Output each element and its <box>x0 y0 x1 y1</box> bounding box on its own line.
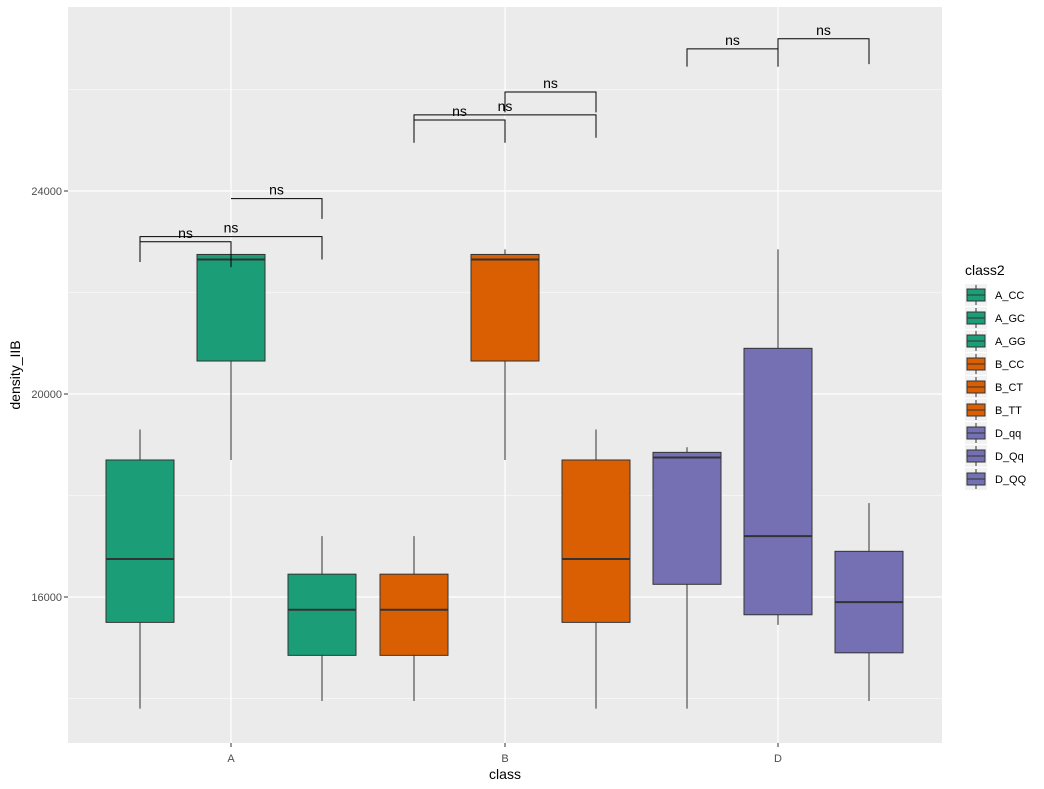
bracket-line <box>504 91 597 113</box>
box-D_qq <box>652 447 722 709</box>
significance-bracket: ns <box>777 22 870 67</box>
significance-bracket: ns <box>504 75 597 113</box>
legend-item: A_GC <box>965 307 1025 329</box>
legend-label: D_QQ <box>995 474 1027 486</box>
x-tick-label: D <box>774 753 782 765</box>
box-body <box>652 451 722 585</box>
legend-item: B_CT <box>965 376 1023 398</box>
legend-item: D_qq <box>965 422 1021 444</box>
legend-title: class2 <box>965 262 1005 278</box>
x-tick-label: A <box>227 753 235 765</box>
legend-label: B_CT <box>995 382 1023 394</box>
legend-label: D_Qq <box>995 451 1024 463</box>
significance-label: ns <box>816 22 831 38</box>
legend-label: B_TT <box>995 405 1022 417</box>
box-A_CC <box>105 429 175 709</box>
x-axis-title: class <box>489 766 521 782</box>
box-D_Qq <box>743 249 813 625</box>
significance-label: ns <box>269 182 284 198</box>
significance-bracket: ns <box>139 220 323 263</box>
bracket-line <box>139 236 323 263</box>
legend-label: B_CC <box>995 359 1024 371</box>
legend-item: A_CC <box>965 284 1024 306</box>
box-B_TT <box>561 429 631 709</box>
box-A_GG <box>287 536 357 702</box>
box-body <box>287 573 357 656</box>
box-B_CC <box>379 536 449 702</box>
legend: class2 A_CC A_GC A_GG B_CC B_CT B_TT D_qq D_Qq D_… <box>965 262 1027 490</box>
significance-label: ns <box>224 220 239 236</box>
legend-item: D_Qq <box>965 445 1024 467</box>
box-body <box>561 459 631 623</box>
significance-bracket: ns <box>231 182 323 219</box>
y-tick-label: 24000 <box>31 186 62 198</box>
legend-item: B_TT <box>965 399 1022 421</box>
bracket-line <box>777 38 870 67</box>
legend-item: A_GG <box>965 330 1026 352</box>
y-axis-title: density_IIB <box>7 340 23 409</box>
box-B_CT <box>470 249 540 460</box>
y-tick-label: 16000 <box>31 592 62 604</box>
box-body <box>470 253 540 362</box>
legend-item: D_QQ <box>965 468 1027 490</box>
legend-label: A_CC <box>995 290 1024 302</box>
significance-label: ns <box>725 32 740 48</box>
y-tick-label: 20000 <box>31 389 62 401</box>
box-body <box>196 253 266 362</box>
significance-label: ns <box>452 103 467 119</box>
legend-label: D_qq <box>995 428 1021 440</box>
legend-item: B_CC <box>965 353 1024 375</box>
legend-label: A_GC <box>995 313 1025 325</box>
legend-label: A_GG <box>995 336 1026 348</box>
box-body <box>743 347 813 616</box>
significance-label: ns <box>543 75 558 91</box>
significance-label: ns <box>178 225 193 241</box>
x-tick-label: B <box>501 753 508 765</box>
bracket-line <box>231 198 323 219</box>
box-D_QQ <box>834 503 904 702</box>
box-body <box>379 573 449 656</box>
bracket-line <box>413 119 506 143</box>
box-body <box>105 459 175 623</box>
bracket-line <box>413 114 597 138</box>
